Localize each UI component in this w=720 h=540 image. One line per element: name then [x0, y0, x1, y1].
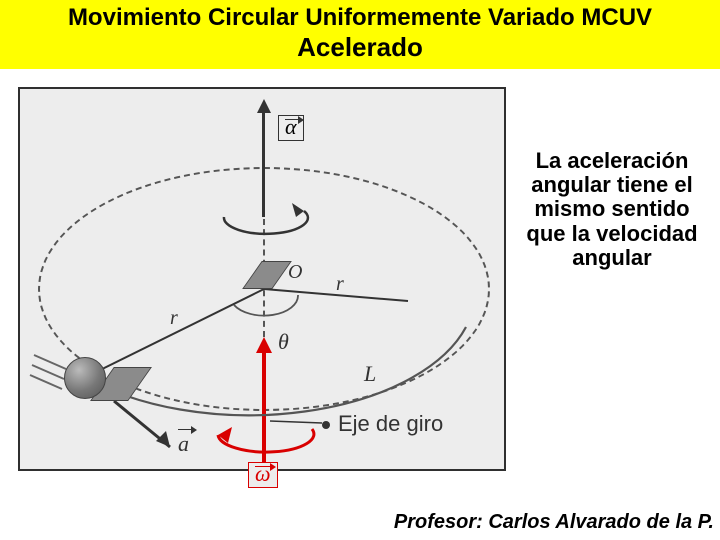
particle-sphere-icon: [64, 357, 106, 399]
radius-left-line: [86, 289, 264, 377]
eje-dot-icon: [322, 421, 330, 429]
mcuv-diagram: α: [18, 87, 506, 471]
eje-pointer-line: [270, 421, 322, 423]
omega-vector-label: ω: [248, 462, 278, 488]
title-line-2: Acelerado: [0, 32, 720, 63]
omega-rotation-arrow-icon: [218, 429, 314, 452]
side-description: La aceleración angular tiene el mismo se…: [512, 149, 712, 270]
eje-de-giro-label: Eje de giro: [338, 411, 443, 437]
title-banner: Movimiento Circular Uniformemente Variad…: [0, 0, 720, 69]
L-label: L: [364, 361, 376, 387]
r-label-right: r: [336, 273, 344, 296]
omega-over-arrow-icon: [255, 466, 271, 467]
a-over-arrow-icon: [178, 429, 192, 430]
r-label-left: r: [170, 307, 178, 330]
a-vector-arrowhead-icon: [156, 431, 170, 447]
professor-credit: Profesor: Carlos Alvarado de la P.: [394, 511, 714, 534]
a-symbol: a: [178, 431, 189, 456]
a-vector-label: a: [178, 431, 189, 457]
theta-label: θ: [278, 329, 289, 355]
title-line-1: Movimiento Circular Uniformemente Variad…: [0, 4, 720, 32]
omega-symbol: ω: [255, 461, 271, 486]
center-O-label: O: [288, 261, 302, 284]
